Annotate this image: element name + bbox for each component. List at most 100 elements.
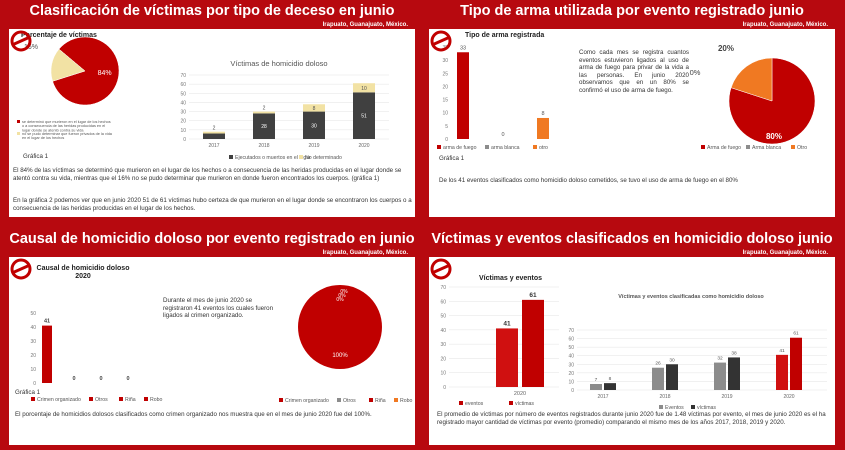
victims-events-year-bar: [714, 362, 726, 390]
bar-y-tick-label: 30: [180, 110, 186, 116]
location-label: Irapuato, Guanajuato, México.: [322, 250, 408, 256]
bar-y-tick-label: 40: [180, 100, 186, 106]
bar2-y-tick-label: 20: [568, 371, 574, 377]
bar-data-label: 33: [460, 45, 466, 51]
location-label: Irapuato, Guanajuato, México.: [742, 250, 828, 256]
pie-value-label: 84%: [98, 70, 112, 77]
bar-data-label: 2: [263, 106, 266, 112]
bar-data-label: 7: [595, 377, 598, 383]
panel-victim-classification: Clasificación de víctimas por tipo de de…: [4, 2, 420, 220]
bar-legend-label: otro: [539, 145, 548, 151]
pie-legend-label: Arma de fuego: [707, 145, 741, 151]
bar-data-label: 2: [213, 126, 216, 132]
bar-data-label: 8: [541, 111, 544, 117]
victims-events-bar: [496, 328, 518, 387]
bar-y-tick-label: 10: [180, 128, 186, 134]
pie-legend-swatch: [791, 145, 795, 149]
bar-legend-swatch: [299, 155, 303, 159]
bar-x-tick-label: 2017: [597, 394, 608, 400]
bar-data-label: 0: [72, 376, 75, 382]
pie-legend-swatch: [701, 145, 705, 149]
bar-chart-title: Víctimas y eventos: [479, 275, 542, 282]
bar1-legend-swatch: [509, 401, 513, 405]
bar2-legend-swatch: [691, 405, 695, 409]
pie-value-label: 0%: [338, 293, 346, 299]
panel-homicide-cause: Causal de homicidio doloso por evento re…: [4, 230, 420, 448]
bar-x-tick-label: 2020: [514, 391, 526, 397]
bar1-legend-label: eventos: [465, 401, 484, 407]
pie-legend-swatch: [746, 145, 750, 149]
paragraph-2: En la gráfica 2 podemos ver que en junio…: [13, 197, 412, 212]
bar2-legend-swatch: [659, 405, 663, 409]
bar-x-tick-label: 2018: [659, 394, 670, 400]
bar-data-label: 28: [261, 124, 267, 130]
bar-y-tick-label: 50: [180, 91, 186, 97]
charts-victims-events: Víctimas y eventos0102030405060704161202…: [440, 275, 827, 411]
bar-chart-title: Víctimas y eventos clasificadas como hom…: [618, 294, 764, 300]
weapon-bar: [537, 117, 549, 139]
bar-data-label: 38: [731, 350, 737, 356]
victims-events-year-bar: [790, 337, 802, 390]
panel-victims-events: Víctimas y eventos clasificados en homic…: [424, 230, 840, 448]
stack-bar: [353, 83, 375, 93]
pie-legend-label: lugar donde se atentó contra su vida: [22, 128, 84, 132]
pie-legend-label: se determinó que murieron en el lugar de…: [22, 120, 111, 124]
bar-y-tick-label: 70: [180, 73, 186, 79]
bar-legend-label: Robo: [150, 397, 163, 403]
logo-icon: [430, 30, 452, 52]
pie-slice: [50, 48, 86, 82]
bar-chart-title: Tipo de arma registrada: [465, 32, 544, 39]
pie-value-label: 100%: [332, 353, 348, 359]
panel-title: Clasificación de víctimas por tipo de de…: [29, 3, 395, 19]
bar-data-label: 32: [717, 356, 723, 362]
bar-x-tick-label: 2019: [308, 143, 319, 149]
victims-events-year-bar: [652, 367, 664, 390]
victims-events-bar: [522, 299, 544, 387]
bar-legend-label: No determinado: [305, 155, 342, 161]
panel-body: Causal de homicidio doloso 2020 0 10 20 30 40 5…: [9, 257, 415, 445]
bar-y-tick-label: 10: [442, 111, 448, 117]
victims-events-year-bar: [776, 354, 788, 390]
panel-body: Porcentaje de víctimas 84% 16% se determinó…: [9, 29, 415, 217]
pie-legend-label: no se pudo determinar que fueron privado…: [22, 132, 113, 136]
cause-bar: [42, 325, 52, 383]
location-label: Irapuato, Guanajuato, México.: [322, 22, 408, 28]
pie-title: Porcentaje de víctimas: [21, 32, 97, 39]
description: Durante el mes de junio 2020 se registra…: [163, 297, 274, 320]
bar-y-tick-label: 25: [442, 71, 448, 77]
bar-legend-swatch: [144, 397, 148, 401]
pie-legend-label: o a consecuencia de las heridas producid…: [22, 124, 105, 128]
bar-x-tick-label: 2018: [258, 143, 269, 149]
pie-legend-swatch: [279, 398, 283, 402]
bar-data-label: 41: [779, 348, 785, 354]
bar-data-label: 8: [609, 376, 612, 382]
bar-legend-label: arma blanca: [491, 145, 520, 151]
bar1-y-tick-label: 10: [440, 371, 446, 377]
bar-data-label: 0: [126, 376, 129, 382]
bar1-y-tick-label: 50: [440, 314, 446, 320]
bar-data-label: 61: [529, 292, 537, 299]
bar-y-tick-label: 10: [30, 367, 36, 373]
pie-value-label: 16%: [24, 44, 38, 51]
pie-legend-swatch: [337, 398, 341, 402]
bar1-y-tick-label: 70: [440, 285, 446, 291]
logo-icon: [430, 258, 452, 280]
bar-x-tick-label: 2020: [358, 143, 369, 149]
stack-bar: [303, 104, 325, 112]
victims-events-year-bar: [728, 357, 740, 390]
bar2-legend-label: víctimas: [697, 405, 716, 411]
bar-x-tick-label: 2017: [208, 143, 219, 149]
bar-data-label: 61: [793, 331, 799, 337]
pie-slice: [52, 36, 120, 106]
bar-data-label: 30: [311, 123, 317, 129]
pie-legend-swatch: [17, 132, 20, 135]
logo-icon: [10, 258, 32, 280]
bar-data-label: 41: [44, 319, 50, 325]
pie-legend-label: Arma blanca: [752, 145, 781, 151]
bar1-legend-swatch: [459, 401, 463, 405]
stack-bar: [303, 111, 325, 139]
bar-y-tick-label: 0: [445, 137, 448, 143]
paragraph-1: El 84% de las víctimas se determinó que …: [13, 167, 402, 182]
bar2-y-tick-label: 0: [571, 388, 574, 394]
stack-bar: [203, 131, 225, 134]
